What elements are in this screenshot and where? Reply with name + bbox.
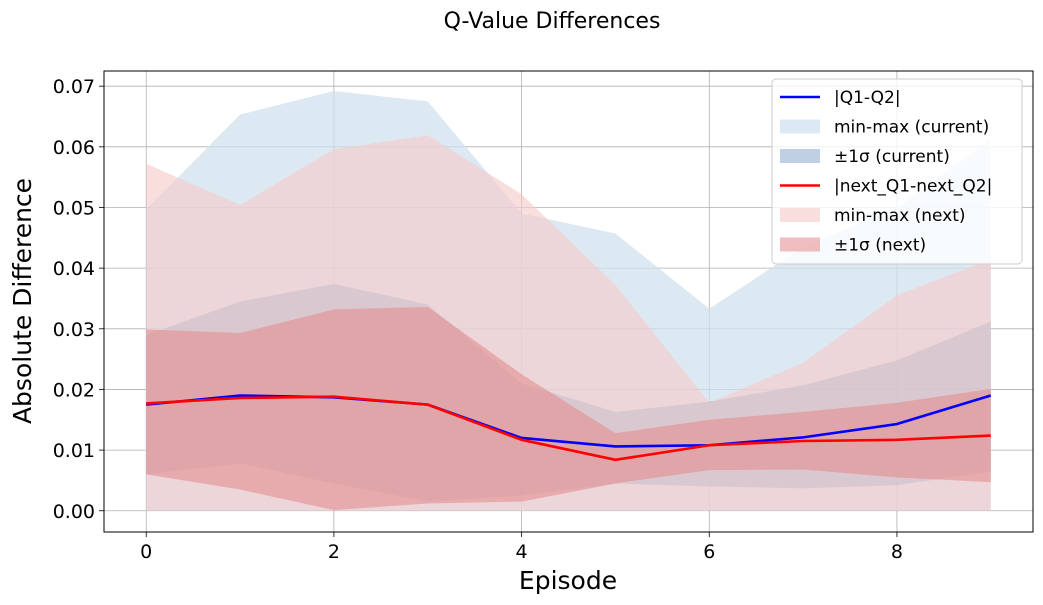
legend-label: |next_Q1-next_Q2|: [834, 177, 992, 197]
x-axis: 0 2 4 6 8: [140, 532, 903, 563]
legend-label: ±1σ (current): [834, 147, 950, 167]
y-tick-label: 0.03: [53, 319, 95, 341]
x-tick-label: 4: [516, 541, 528, 563]
plot-frame: [103, 70, 1034, 533]
legend-label: min-max (current): [834, 118, 989, 138]
legend-swatch-band: [780, 237, 820, 252]
y-tick-label: 0.07: [53, 76, 95, 98]
x-tick-label: 0: [140, 541, 152, 563]
y-axis-label: Absolute Difference: [8, 178, 37, 424]
y-axis: 0.00 0.01 0.02 0.03 0.04 0.05 0.06 0.07: [53, 76, 104, 523]
y-tick-label: 0.04: [53, 258, 95, 280]
legend-label: ±1σ (next): [834, 236, 926, 256]
chart-title: Q-Value Differences: [444, 9, 661, 34]
band--1-next-: [146, 306, 991, 511]
x-tick-label: 8: [891, 541, 903, 563]
y-tick-label: 0.01: [53, 440, 95, 462]
legend-swatch-band: [780, 208, 820, 222]
x-tick-label: 6: [703, 541, 715, 563]
bands: [146, 91, 991, 511]
y-tick-label: 0.06: [53, 137, 95, 159]
x-tick-label: 2: [328, 541, 340, 563]
line-series-3: [146, 395, 991, 462]
legend-box: [771, 78, 1023, 265]
legend-label: |Q1-Q2|: [834, 88, 901, 108]
legend-swatch-band: [780, 149, 820, 163]
legend-label: min-max (next): [834, 206, 966, 226]
y-tick-label: 0.00: [53, 501, 95, 523]
y-tick-label: 0.02: [53, 379, 95, 401]
lines: [146, 394, 992, 462]
legend: |Q1-Q2| min-max (current) ±1σ (current) |ne…: [771, 78, 1023, 265]
legend-swatch-band: [780, 119, 820, 134]
x-axis-label: Episode: [519, 566, 617, 595]
y-tick-label: 0.05: [53, 197, 95, 219]
